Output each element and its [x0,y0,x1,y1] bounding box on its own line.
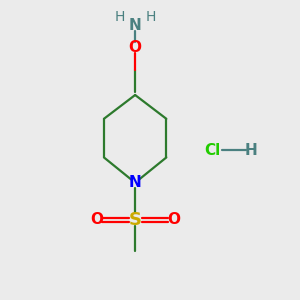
Text: S: S [129,211,142,229]
Text: H: H [146,10,156,24]
Text: O: O [129,40,142,55]
Text: H: H [245,142,257,158]
Text: O: O [167,212,180,227]
Text: N: N [129,18,142,33]
Text: Cl: Cl [204,142,220,158]
Text: N: N [129,175,142,190]
Text: O: O [90,212,103,227]
Text: H: H [115,10,125,24]
